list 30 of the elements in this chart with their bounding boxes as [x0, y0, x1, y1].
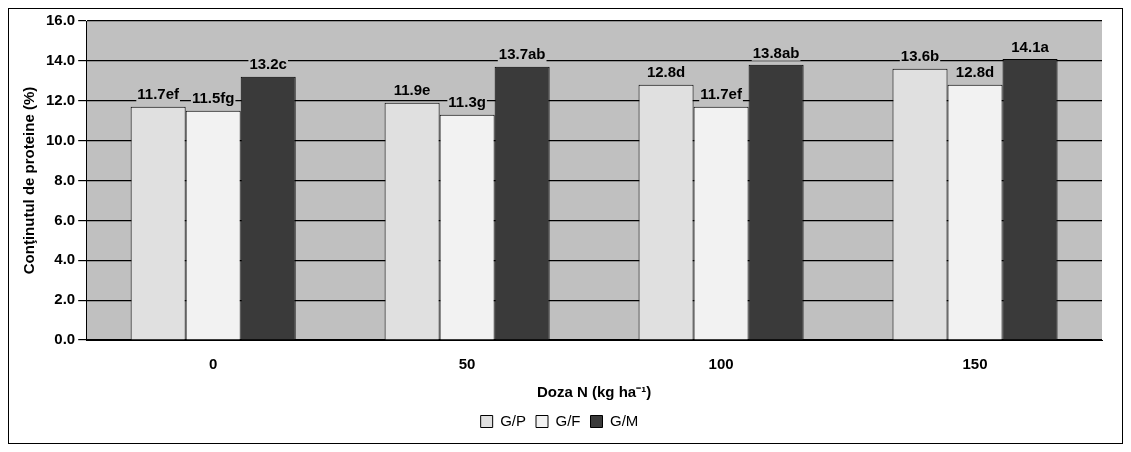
legend-label: G/P: [500, 411, 527, 429]
legend-label: G/F: [555, 411, 581, 429]
y-tick-label: 16.0: [45, 11, 76, 29]
y-tick-label: 4.0: [54, 250, 76, 268]
data-label: 11.7ef: [700, 85, 743, 103]
data-label: 14.1a: [1011, 37, 1050, 55]
legend-label: G/M: [610, 411, 639, 429]
x-tick-label: 150: [962, 355, 988, 373]
data-label: 11.3g: [448, 93, 486, 111]
y-tick-label: 14.0: [45, 51, 76, 69]
data-label: 13.2c: [249, 55, 287, 73]
data-label: 13.8ab: [752, 43, 800, 61]
data-label: 11.9e: [393, 81, 431, 99]
data-label: 13.6b: [900, 47, 940, 65]
x-tick-label: 50: [458, 355, 476, 373]
y-tick-label: 12.0: [45, 90, 76, 108]
data-label: 11.5fg: [191, 89, 235, 107]
y-tick-label: 10.0: [45, 130, 76, 148]
data-label: 12.8d: [955, 63, 995, 81]
y-tick-label: 8.0: [54, 170, 76, 188]
x-tick-label: 100: [708, 355, 734, 373]
y-tick-label: 2.0: [54, 290, 76, 308]
x-axis-title: Doza N (kg ha⁻¹): [537, 383, 652, 401]
data-label: 11.7ef: [137, 85, 180, 103]
y-tick-label: 0.0: [54, 330, 76, 348]
data-label: 13.7ab: [498, 45, 546, 63]
y-axis-title: Conţinutul de proteine (%): [20, 86, 38, 275]
x-tick-label: 0: [209, 355, 218, 373]
y-tick-label: 6.0: [54, 210, 76, 228]
data-label: 12.8d: [646, 63, 686, 81]
